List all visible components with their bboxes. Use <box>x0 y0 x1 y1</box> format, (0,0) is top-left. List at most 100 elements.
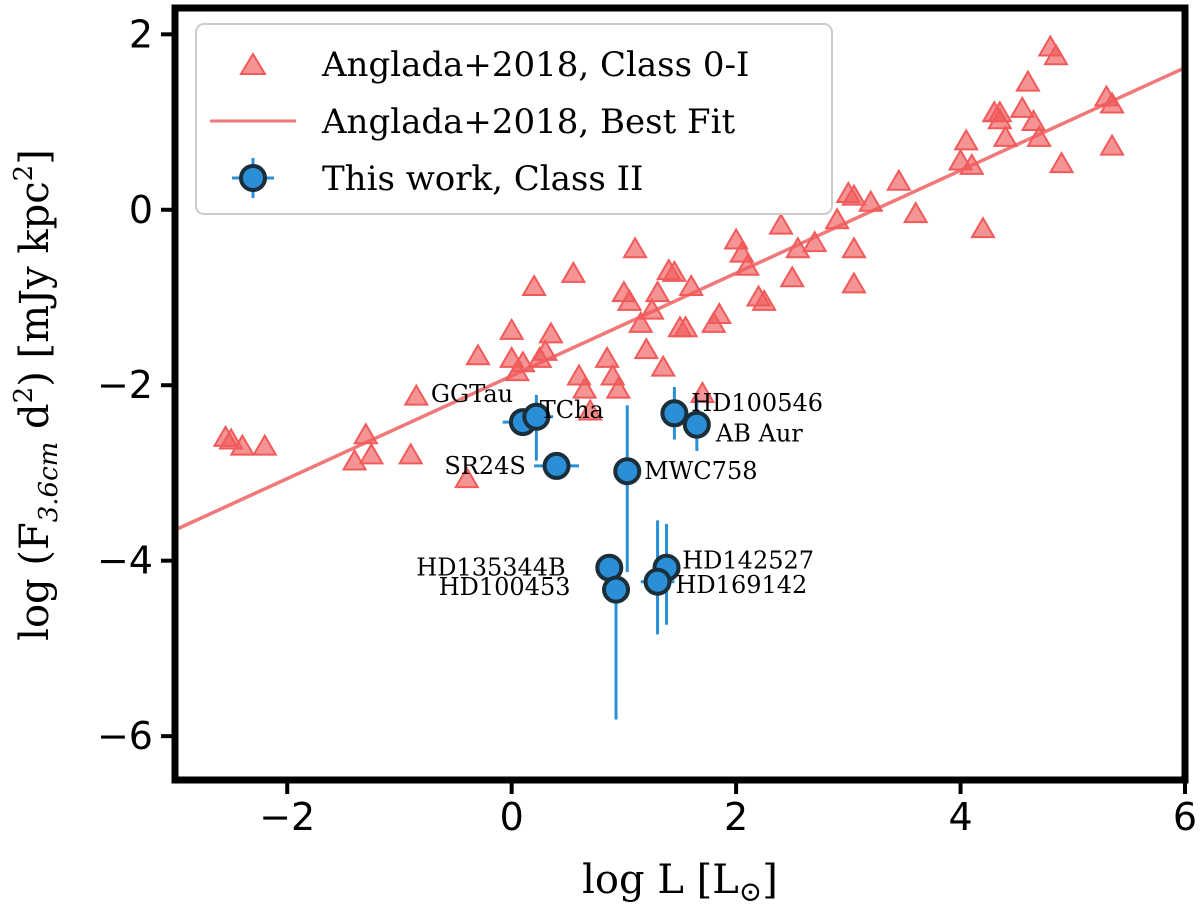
class0I-point <box>532 338 559 361</box>
class2-point-tcha <box>522 402 551 431</box>
class0I-point <box>571 376 598 399</box>
y-axis-title-sup2: 2 <box>9 165 39 182</box>
y-tick-label: 2 <box>129 12 153 56</box>
class0I-point <box>841 236 867 259</box>
legend-frame <box>195 23 833 215</box>
class0I-point <box>970 216 996 239</box>
point-label-hd100453: HD100453 <box>439 573 571 601</box>
class0I-point <box>672 315 699 338</box>
legend-entry-class0I: Anglada+2018, Class 0-I <box>321 45 749 85</box>
class0I-point <box>1048 151 1075 174</box>
plot-frame <box>171 4 1189 784</box>
class0I-point <box>454 466 480 489</box>
x-tick-label: −2 <box>259 795 315 839</box>
legend-circle-marker <box>239 164 267 192</box>
y-tick-label: −4 <box>97 539 153 583</box>
class0I-point <box>594 345 620 368</box>
class0I-point <box>689 381 716 403</box>
x-tick-label: 4 <box>948 795 972 839</box>
point-label-mwc758: MWC758 <box>644 457 757 485</box>
class0I-point <box>644 280 671 303</box>
class0I-point <box>252 433 278 456</box>
class0I-point <box>622 236 648 259</box>
legend-entry-fit: Anglada+2018, Best Fit <box>321 102 736 142</box>
point-label-hd169142: HD169142 <box>676 571 808 599</box>
point-label-ab-aur: AB Aur <box>715 419 803 447</box>
class0I-point <box>801 230 828 253</box>
class2-point-hd100453 <box>602 575 631 604</box>
y-axis-title-mid: d <box>12 403 58 441</box>
class0I-point <box>987 107 1013 130</box>
x-tick-label: 0 <box>500 795 524 839</box>
class0I-point <box>650 354 676 377</box>
class0I-point <box>229 433 256 456</box>
class2-point-ab-aur <box>682 410 711 439</box>
x-tick-label: 6 <box>1173 795 1197 839</box>
class0I-point <box>953 128 979 151</box>
x-axis-title-sub: ⊙ <box>739 875 762 908</box>
y-axis-title-sub: 3.6cm <box>34 442 64 523</box>
y-axis-title-prefix: log (F <box>12 522 58 641</box>
class2-point-sr24s <box>542 451 571 480</box>
class0I-point <box>1099 133 1125 156</box>
point-label-hd142527: HD142527 <box>682 547 814 575</box>
class0I-point <box>1043 43 1069 66</box>
class0I-point <box>1015 69 1041 92</box>
class0I-point <box>886 168 912 191</box>
class0I-point <box>824 207 850 230</box>
y-axis-title-close: ] <box>12 149 58 165</box>
class0I-point <box>768 212 794 235</box>
point-label-sr24s: SR24S <box>444 452 526 480</box>
class0I-point <box>841 271 867 294</box>
legend: Anglada+2018, Class 0-I Anglada+2018, Be… <box>195 23 833 215</box>
legend-triangle-marker <box>239 52 267 75</box>
x-axis-title-main: log L [L <box>582 857 739 903</box>
class0I-point <box>403 383 430 406</box>
class2-point-hd100546 <box>660 399 689 428</box>
class0I-point <box>465 343 491 366</box>
point-label-tcha: TCha <box>540 396 604 424</box>
x-tick-label: 2 <box>724 795 748 839</box>
class0I-point <box>959 152 985 175</box>
class0I-point <box>538 321 564 344</box>
class0I-point <box>992 124 1019 147</box>
y-tick-label: −6 <box>97 714 153 758</box>
class0I-point <box>902 201 929 224</box>
class0I-point <box>661 259 688 282</box>
class0I-point <box>560 260 587 283</box>
class0I-point <box>841 183 867 206</box>
x-axis-title-close: ] <box>762 857 778 903</box>
class0I-point <box>397 442 424 465</box>
class0I-point <box>734 253 761 276</box>
class0I-point <box>1026 124 1052 147</box>
class0I-point <box>521 273 547 296</box>
class0I-point <box>678 273 704 296</box>
point-label-hd135344b: HD135344B <box>416 554 565 582</box>
class0I-point <box>627 310 654 333</box>
class0I-point <box>605 376 632 399</box>
class0I-point <box>341 448 368 471</box>
y-tick-label: −2 <box>97 363 153 407</box>
class0I-point <box>353 422 379 445</box>
y-axis-title-suffix: ) [mJy kpc <box>12 181 58 386</box>
y-tick-label: 0 <box>129 188 153 232</box>
point-label-hd100546: HD100546 <box>691 389 823 417</box>
class0I-point <box>358 442 385 465</box>
class0I-point <box>779 265 805 288</box>
class2-point-hd169142 <box>643 567 672 596</box>
class0I-point <box>706 302 733 325</box>
class0I-point <box>633 337 660 360</box>
class0I-point <box>1099 91 1125 114</box>
class0I-point <box>785 236 811 259</box>
point-label-ggtau: GGTau <box>431 380 513 408</box>
y-axis-title: log (F3.6cm d2) [mJy kpc2] <box>9 149 64 641</box>
class0I-point <box>577 398 603 421</box>
y-axis-title-sup: 2 <box>9 387 39 404</box>
class0I-point <box>1009 95 1036 118</box>
class0I-point <box>616 288 643 311</box>
legend-entry-class2: This work, Class II <box>322 159 643 199</box>
class0I-point <box>498 317 525 340</box>
class2-point-mwc758 <box>613 457 642 486</box>
class0I-point <box>858 189 884 212</box>
